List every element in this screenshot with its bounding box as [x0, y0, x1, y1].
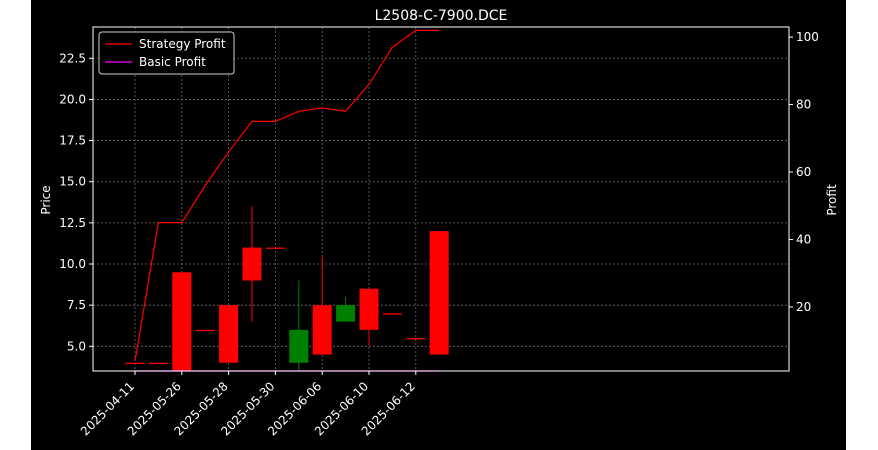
y-axis-left: 5.0 7.5 10.0 12.5 15.0 17.5 20.0 22.5 — [59, 51, 93, 353]
legend-label-basic: Basic Profit — [139, 55, 206, 69]
grid — [93, 27, 789, 371]
y-left-tick-label: 7.5 — [67, 298, 86, 312]
y-axis-left-label: Price — [39, 185, 53, 214]
y-axis-right: 20 40 60 80 100 — [789, 30, 819, 314]
chart-figure: L2508-C-7900.DCE 5.0 7.5 10.0 12.5 15.0 17.5 2… — [31, 0, 846, 450]
legend: Strategy Profit Basic Profit — [98, 31, 235, 75]
plot-border — [92, 26, 790, 372]
candle-body — [312, 305, 332, 355]
candle-body — [172, 272, 192, 371]
chart-title: L2508-C-7900.DCE — [375, 8, 508, 24]
y-right-tick-label: 20 — [796, 300, 811, 314]
y-left-tick-label: 20.0 — [59, 92, 86, 106]
y-right-tick-label: 80 — [796, 98, 811, 112]
candle-body — [406, 338, 426, 340]
y-left-tick-label: 10.0 — [59, 257, 86, 271]
candle-body — [382, 313, 402, 315]
y-left-tick-label: 22.5 — [59, 51, 86, 65]
legend-label-strategy: Strategy Profit — [139, 37, 226, 51]
chart-svg: L2508-C-7900.DCE 5.0 7.5 10.0 12.5 15.0 17.5 2… — [39, 8, 839, 438]
candle-body — [289, 329, 309, 363]
y-left-tick-label: 17.5 — [59, 134, 86, 148]
y-left-tick-label: 12.5 — [59, 216, 86, 230]
y-left-tick-label: 5.0 — [67, 339, 86, 353]
candle-body — [265, 247, 285, 249]
y-right-tick-label: 60 — [796, 165, 811, 179]
candle-body — [429, 231, 449, 355]
candle-body — [336, 305, 356, 322]
candle-body — [195, 329, 215, 332]
candle-body — [148, 362, 168, 365]
strategy-profit-line — [134, 29, 440, 362]
y-right-tick-label: 40 — [796, 232, 811, 246]
candle-body — [125, 362, 145, 365]
candle-body — [359, 288, 379, 330]
x-axis: 2025-04-112025-05-262025-05-282025-05-30… — [78, 371, 418, 438]
y-axis-right-label: Profit — [825, 184, 839, 216]
legend-box — [98, 31, 235, 75]
candles — [125, 206, 449, 371]
y-right-tick-label: 100 — [796, 30, 819, 44]
candle-body — [219, 305, 239, 363]
y-left-tick-label: 15.0 — [59, 175, 86, 189]
candle-body — [242, 247, 262, 281]
